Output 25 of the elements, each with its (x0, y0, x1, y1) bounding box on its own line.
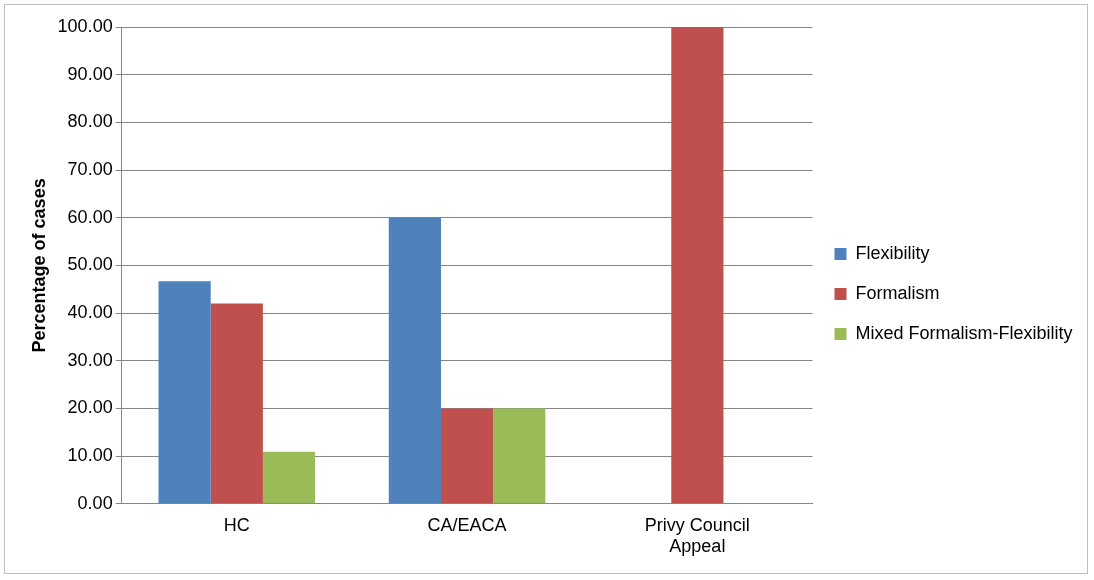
bar (388, 217, 441, 504)
y-tick-label: 90.00 (67, 63, 113, 84)
y-axis-title: Percentage of cases (28, 178, 49, 353)
y-tick-label: 50.00 (67, 254, 113, 275)
bar (158, 281, 211, 504)
y-tick-label: 30.00 (67, 349, 113, 370)
bar (493, 408, 546, 504)
y-tick-label: 60.00 (67, 206, 113, 227)
bar (262, 451, 316, 504)
legend-label: Mixed Formalism-Flexibility (855, 322, 1073, 343)
bar (671, 27, 724, 504)
x-tick-label: CA/EACA (427, 514, 507, 535)
bar (210, 303, 263, 504)
y-tick-label: 100.00 (57, 15, 113, 36)
y-tick-label: 80.00 (67, 111, 113, 132)
bar (440, 408, 494, 504)
legend-label: Formalism (855, 282, 940, 303)
x-tick-label: Privy Council Appeal (644, 514, 750, 557)
x-tick-label: HC (223, 514, 250, 535)
y-tick-label: 10.00 (67, 445, 113, 466)
y-tick-label: 70.00 (67, 159, 113, 180)
legend-label: Flexibility (855, 242, 930, 263)
y-tick-label: 0.00 (77, 492, 113, 513)
y-tick-label: 20.00 (67, 397, 113, 418)
y-tick-label: 40.00 (67, 302, 113, 323)
